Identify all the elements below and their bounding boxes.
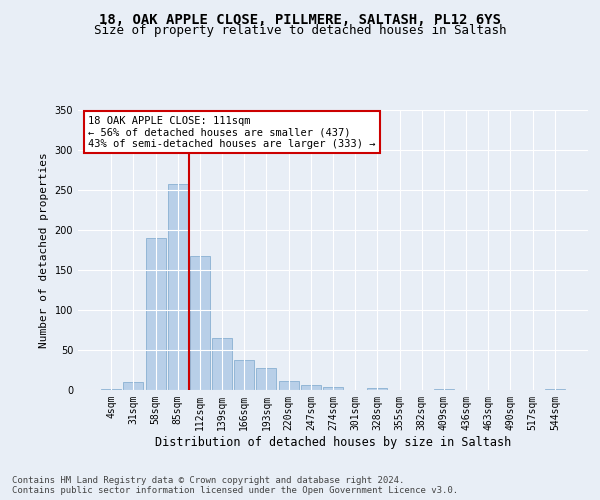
Bar bbox=[545, 389, 565, 390]
Bar bbox=[301, 385, 321, 390]
Bar bbox=[278, 381, 299, 390]
Bar bbox=[323, 387, 343, 390]
Bar bbox=[101, 389, 121, 390]
Bar bbox=[234, 360, 254, 390]
Text: 18 OAK APPLE CLOSE: 111sqm
← 56% of detached houses are smaller (437)
43% of sem: 18 OAK APPLE CLOSE: 111sqm ← 56% of deta… bbox=[88, 116, 376, 149]
Bar bbox=[146, 238, 166, 390]
Bar bbox=[124, 382, 143, 390]
Text: 18, OAK APPLE CLOSE, PILLMERE, SALTASH, PL12 6YS: 18, OAK APPLE CLOSE, PILLMERE, SALTASH, … bbox=[99, 12, 501, 26]
Text: Contains HM Land Registry data © Crown copyright and database right 2024.
Contai: Contains HM Land Registry data © Crown c… bbox=[12, 476, 458, 495]
Bar bbox=[168, 184, 188, 390]
Bar bbox=[367, 388, 388, 390]
Y-axis label: Number of detached properties: Number of detached properties bbox=[39, 152, 49, 348]
Bar bbox=[212, 338, 232, 390]
Bar bbox=[256, 368, 277, 390]
Bar bbox=[434, 389, 454, 390]
Bar bbox=[190, 256, 210, 390]
Text: Size of property relative to detached houses in Saltash: Size of property relative to detached ho… bbox=[94, 24, 506, 37]
X-axis label: Distribution of detached houses by size in Saltash: Distribution of detached houses by size … bbox=[155, 436, 511, 448]
